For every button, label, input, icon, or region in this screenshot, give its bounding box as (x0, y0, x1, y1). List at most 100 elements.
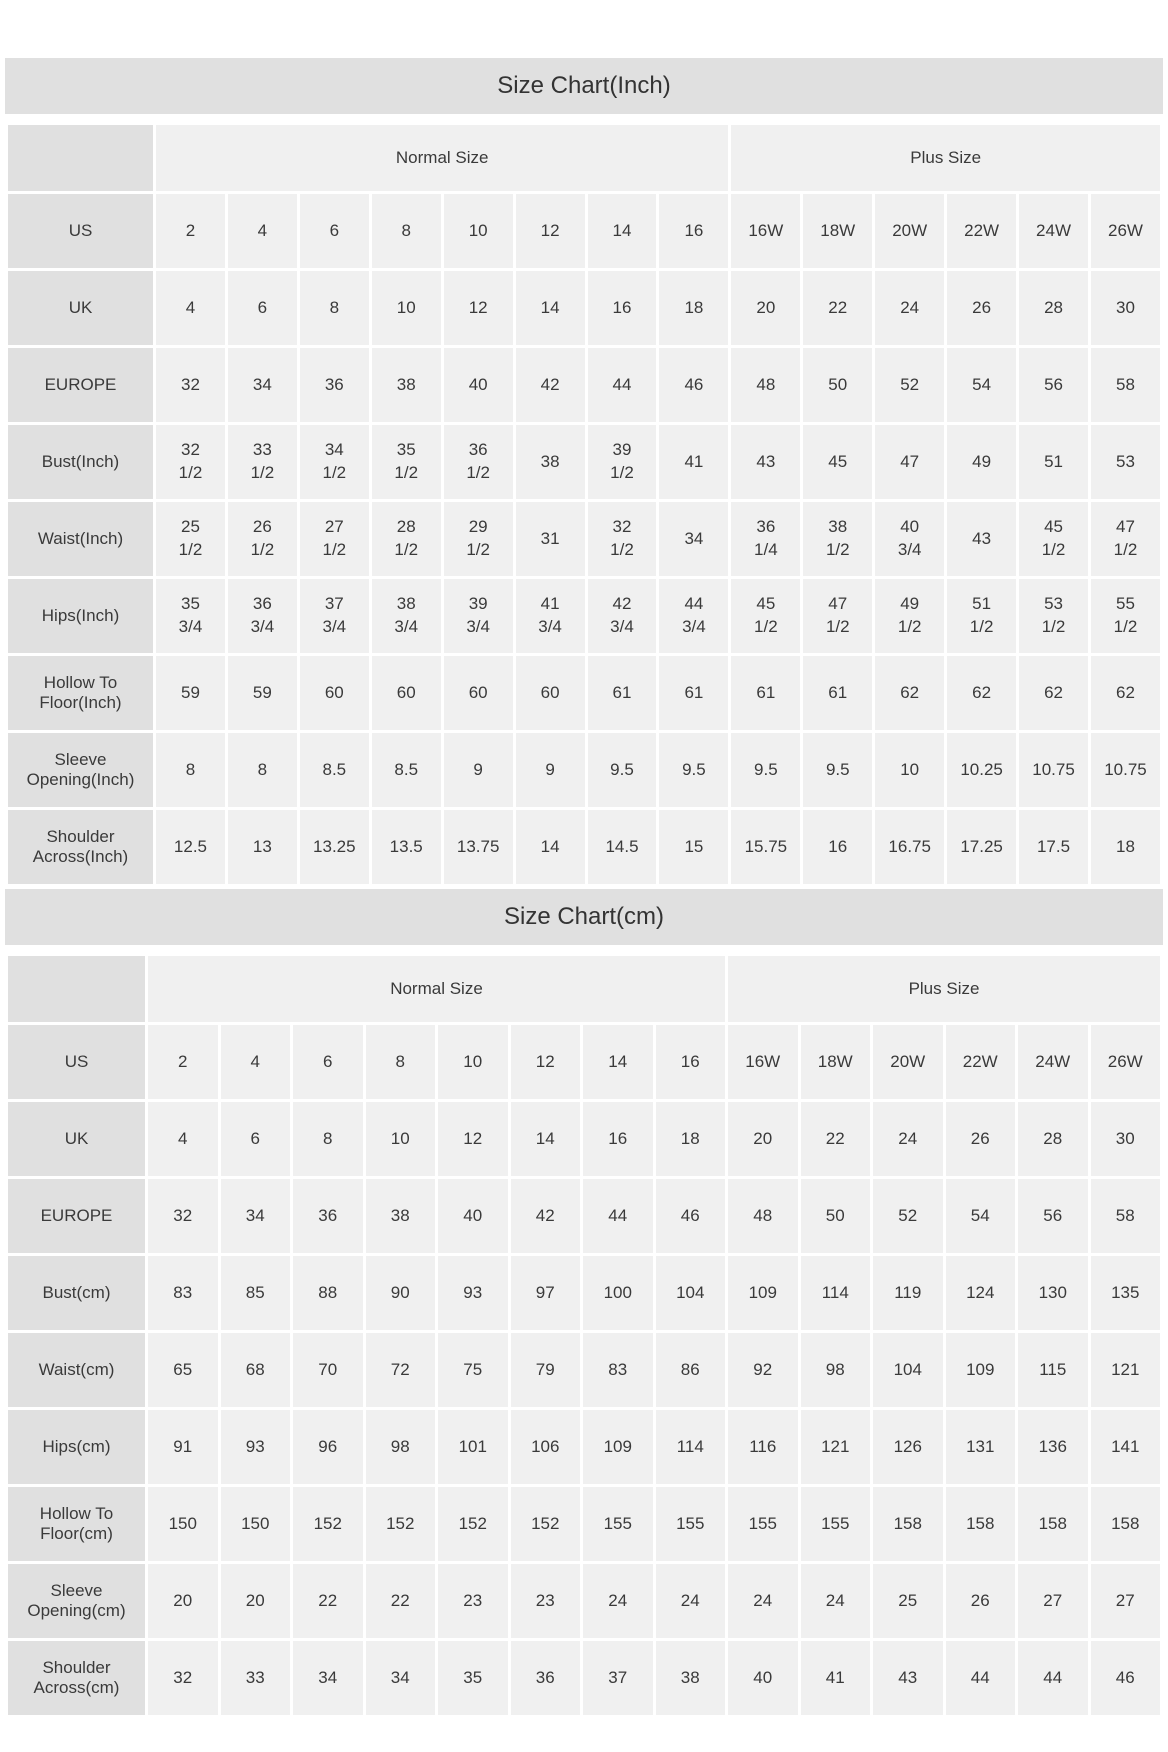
size-value-cell: 86 (655, 1333, 725, 1407)
size-value-cell: 62 (1090, 656, 1160, 730)
size-value-cell: 40 3/4 (875, 502, 945, 576)
size-value-cell: 37 (583, 1641, 653, 1715)
size-value-cell: 15.75 (731, 810, 801, 884)
size-value-cell: 96 (293, 1410, 363, 1484)
size-value-cell: 93 (438, 1256, 508, 1330)
size-value-cell: 109 (945, 1333, 1015, 1407)
size-value-cell: 62 (875, 656, 945, 730)
size-value-cell: 36 1/4 (731, 502, 801, 576)
size-value-cell: 12 (515, 194, 585, 268)
size-value-cell: 16 (587, 271, 657, 345)
size-value-cell: 16.75 (875, 810, 945, 884)
size-value-cell: 152 (438, 1487, 508, 1561)
size-value-cell: 70 (293, 1333, 363, 1407)
size-value-cell: 14 (515, 810, 585, 884)
size-value-cell: 30 (1090, 1102, 1160, 1176)
row-label: Waist(Inch) (8, 502, 153, 576)
size-value-cell: 47 1/2 (803, 579, 873, 653)
size-value-cell: 40 (443, 348, 513, 422)
row-label: US (8, 194, 153, 268)
size-value-cell: 37 3/4 (299, 579, 369, 653)
size-value-cell: 34 (227, 348, 297, 422)
size-value-cell: 79 (510, 1333, 580, 1407)
size-value-cell: 58 (1090, 348, 1160, 422)
size-value-cell: 20 (728, 1102, 798, 1176)
size-value-cell: 38 1/2 (803, 502, 873, 576)
size-value-cell: 4 (220, 1025, 290, 1099)
size-value-cell: 56 (1018, 1179, 1088, 1253)
size-value-cell: 32 1/2 (587, 502, 657, 576)
size-value-cell: 16 (583, 1102, 653, 1176)
size-value-cell: 20W (873, 1025, 943, 1099)
size-value-cell: 14.5 (587, 810, 657, 884)
size-value-cell: 9.5 (731, 733, 801, 807)
size-value-cell: 155 (800, 1487, 870, 1561)
size-value-cell: 158 (1090, 1487, 1160, 1561)
size-value-cell: 53 (1090, 425, 1160, 499)
size-value-cell: 12 (510, 1025, 580, 1099)
size-value-cell: 49 1/2 (875, 579, 945, 653)
size-value-cell: 38 (365, 1179, 435, 1253)
size-value-cell: 20 (731, 271, 801, 345)
size-value-cell: 24 (873, 1102, 943, 1176)
size-value-cell: 34 (365, 1641, 435, 1715)
size-value-cell: 75 (438, 1333, 508, 1407)
size-value-cell: 58 (1090, 1179, 1160, 1253)
size-value-cell: 53 1/2 (1019, 579, 1088, 653)
group-header-row: Normal Size Plus Size (8, 956, 1160, 1022)
size-value-cell: 26 1/2 (227, 502, 297, 576)
size-value-cell: 56 (1019, 348, 1088, 422)
size-value-cell: 10.75 (1090, 733, 1160, 807)
size-value-cell: 14 (587, 194, 657, 268)
size-value-cell: 50 (800, 1179, 870, 1253)
size-value-cell: 10 (438, 1025, 508, 1099)
size-value-cell: 83 (583, 1333, 653, 1407)
size-value-cell: 29 1/2 (443, 502, 513, 576)
size-value-cell: 36 1/2 (443, 425, 513, 499)
size-value-cell: 54 (945, 1179, 1015, 1253)
size-value-cell: 38 (371, 348, 441, 422)
size-value-cell: 150 (220, 1487, 290, 1561)
size-value-cell: 45 (803, 425, 873, 499)
row-label: EUROPE (8, 1179, 145, 1253)
size-chart-inch-section: Size Chart(Inch) Normal Size Plus Size US 2… (5, 58, 1163, 887)
row-label: US (8, 1025, 145, 1099)
size-value-cell: 42 (515, 348, 585, 422)
column-group-header: Normal Size (148, 956, 725, 1022)
size-value-cell: 14 (583, 1025, 653, 1099)
table-row: US 2 4 6 8 10 12 14 16 16W 18W 20W 22W 24W 26W (8, 1025, 1160, 1099)
size-chart-inch-title: Size Chart(Inch) (5, 58, 1163, 114)
size-value-cell: 9 (515, 733, 585, 807)
table-row: Hips(Inch) 35 3/4 36 3/4 37 3/4 38 3/4 39 3/4… (8, 579, 1160, 653)
size-value-cell: 44 3/4 (659, 579, 729, 653)
size-value-cell: 38 (655, 1641, 725, 1715)
size-value-cell: 18 (1090, 810, 1160, 884)
size-value-cell: 22 (293, 1564, 363, 1638)
size-value-cell: 8 (156, 733, 225, 807)
size-value-cell: 119 (873, 1256, 943, 1330)
size-value-cell: 22 (800, 1102, 870, 1176)
row-label: Shoulder Across(Inch) (8, 810, 153, 884)
table-row: Sleeve Opening(Inch) 8 8 8.5 8.5 9 9 9.5 9.5 9.5 9… (8, 733, 1160, 807)
size-value-cell: 62 (947, 656, 1017, 730)
table-row: Bust(Inch) 32 1/2 33 1/2 34 1/2 35 1/2 36 1/2… (8, 425, 1160, 499)
size-value-cell: 34 1/2 (299, 425, 369, 499)
table-row: Waist(cm) 65 68 70 72 75 79 83 86 92 98 104 109 115 12… (8, 1333, 1160, 1407)
size-value-cell: 121 (800, 1410, 870, 1484)
size-value-cell: 13 (227, 810, 297, 884)
size-value-cell: 155 (655, 1487, 725, 1561)
size-value-cell: 39 3/4 (443, 579, 513, 653)
size-value-cell: 155 (583, 1487, 653, 1561)
size-value-cell: 9.5 (659, 733, 729, 807)
column-group-header: Normal Size (156, 125, 729, 191)
size-value-cell: 61 (587, 656, 657, 730)
size-value-cell: 62 (1019, 656, 1088, 730)
row-label: UK (8, 271, 153, 345)
size-value-cell: 52 (873, 1179, 943, 1253)
size-value-cell: 141 (1090, 1410, 1160, 1484)
size-value-cell: 24 (583, 1564, 653, 1638)
size-value-cell: 16 (803, 810, 873, 884)
size-value-cell: 8 (365, 1025, 435, 1099)
size-value-cell: 60 (299, 656, 369, 730)
size-value-cell: 14 (515, 271, 585, 345)
